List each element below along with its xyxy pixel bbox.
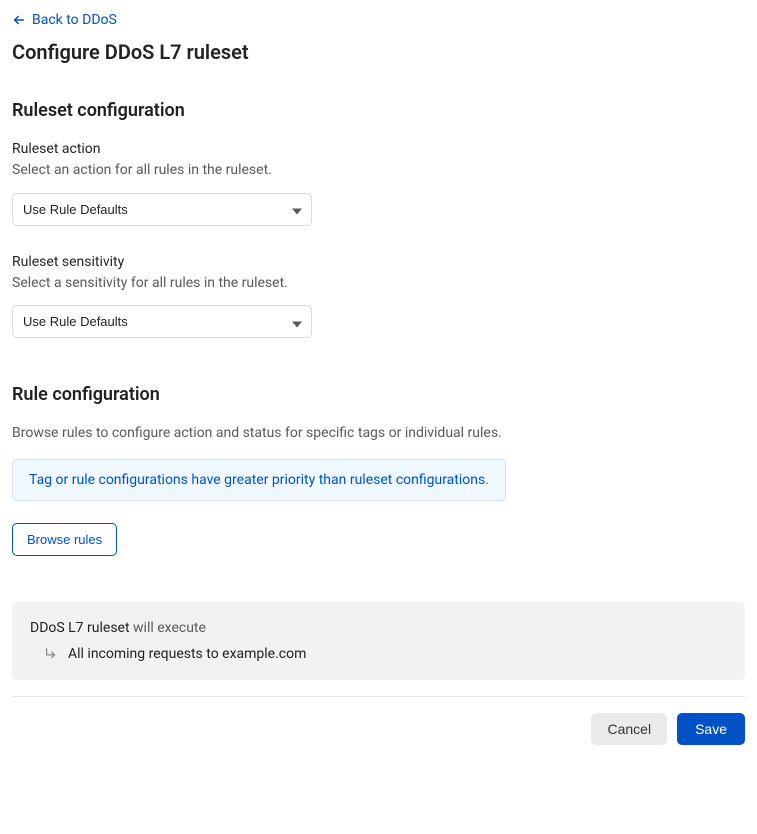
ruleset-config-title: Ruleset configuration bbox=[12, 100, 745, 121]
execution-summary: DDoS L7 ruleset will execute All incomin… bbox=[12, 602, 745, 680]
execution-suffix: will execute bbox=[130, 620, 206, 636]
execution-target-row: All incoming requests to example.com bbox=[30, 646, 727, 662]
ruleset-sensitivity-label: Ruleset sensitivity bbox=[12, 254, 745, 270]
cancel-button[interactable]: Cancel bbox=[591, 713, 667, 745]
ruleset-action-help: Select an action for all rules in the ru… bbox=[12, 161, 312, 181]
rule-config-title: Rule configuration bbox=[12, 384, 745, 405]
ruleset-action-label: Ruleset action bbox=[12, 141, 745, 157]
page-title: Configure DDoS L7 ruleset bbox=[12, 40, 745, 64]
footer-divider bbox=[12, 696, 745, 697]
execution-ruleset-name: DDoS L7 ruleset bbox=[30, 620, 130, 636]
priority-info-banner: Tag or rule configurations have greater … bbox=[12, 459, 506, 501]
rule-config-desc: Browse rules to configure action and sta… bbox=[12, 425, 745, 441]
ruleset-sensitivity-group: Ruleset sensitivity Select a sensitivity… bbox=[12, 254, 745, 339]
ruleset-config-section: Ruleset configuration Ruleset action Sel… bbox=[12, 100, 745, 338]
back-link-label: Back to DDoS bbox=[32, 12, 117, 28]
save-button[interactable]: Save bbox=[677, 713, 745, 745]
ruleset-action-select[interactable]: Use Rule Defaults bbox=[12, 193, 312, 226]
arrow-left-icon bbox=[12, 13, 26, 27]
ruleset-action-group: Ruleset action Select an action for all … bbox=[12, 141, 745, 226]
execution-target-text: All incoming requests to example.com bbox=[68, 646, 306, 662]
ruleset-sensitivity-help: Select a sensitivity for all rules in th… bbox=[12, 274, 312, 294]
ruleset-sensitivity-select[interactable]: Use Rule Defaults bbox=[12, 305, 312, 338]
corner-down-right-icon bbox=[44, 647, 58, 661]
footer-actions: Cancel Save bbox=[12, 713, 745, 745]
back-link[interactable]: Back to DDoS bbox=[12, 12, 117, 28]
rule-config-section: Rule configuration Browse rules to confi… bbox=[12, 384, 745, 556]
execution-heading: DDoS L7 ruleset will execute bbox=[30, 620, 727, 636]
browse-rules-button[interactable]: Browse rules bbox=[12, 523, 117, 556]
